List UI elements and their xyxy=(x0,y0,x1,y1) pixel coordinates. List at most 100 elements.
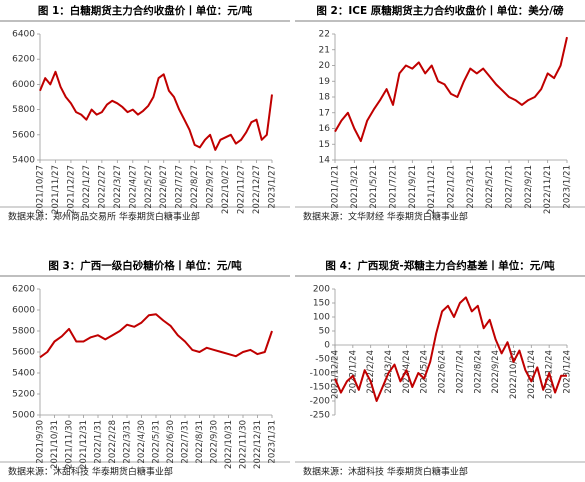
y-tick-label: 5800 xyxy=(12,105,35,115)
x-tick-label: 2022/3/27 xyxy=(113,165,123,209)
x-tick-label: 2021/11/21 xyxy=(427,165,437,214)
y-tick-label: 6000 xyxy=(12,306,35,316)
x-tick-label: 2022/9/30 xyxy=(210,420,220,464)
x-tick-label: 2022/7/21 xyxy=(505,165,515,209)
x-tick-label: 2022/2/24 xyxy=(366,350,376,394)
y-tick-label: 20 xyxy=(319,61,331,71)
x-tick-label: 2022/5/31 xyxy=(152,420,162,464)
x-tick-label: 2021/7/21 xyxy=(389,165,399,209)
x-tick-label: 2022/11/27 xyxy=(237,165,247,214)
x-tick-label: 2022/9/27 xyxy=(206,165,216,209)
x-tick-label: 2022/10/27 xyxy=(221,165,231,214)
y-tick-label: 5400 xyxy=(12,369,35,379)
x-tick-label: 2022/11/30 xyxy=(239,420,249,469)
x-tick-label: 2022/4/27 xyxy=(128,165,138,209)
y-tick-label: 100 xyxy=(313,313,330,323)
y-tick-label: 5000 xyxy=(12,411,35,421)
y-tick-label: 14 xyxy=(319,156,331,166)
x-tick-label: 2022/8/27 xyxy=(190,165,200,209)
x-tick-label: 2022/8/31 xyxy=(195,420,205,464)
source-note: 数据来源：沐甜科技 华泰期货白糖事业部 xyxy=(8,466,173,478)
x-tick-label: 2023/1/27 xyxy=(268,165,278,209)
x-tick-label: 2021/12/31 xyxy=(79,420,89,469)
chart-title: 图 3：广西一级白砂糖价格丨单位：元/吨 xyxy=(48,259,242,272)
x-tick-label: 2022/11/24 xyxy=(527,350,537,399)
y-tick-label: 21 xyxy=(319,45,330,55)
x-tick-label: 2022/5/24 xyxy=(420,350,430,394)
x-tick-label: 2022/4/30 xyxy=(137,420,147,464)
y-tick-label: -200 xyxy=(310,397,331,407)
y-tick-label: -50 xyxy=(315,355,330,365)
y-tick-label: 6000 xyxy=(12,80,35,90)
x-tick-label: 2023/1/31 xyxy=(268,420,278,464)
y-tick-label: 5800 xyxy=(12,327,35,337)
y-tick-label: 16 xyxy=(319,124,331,134)
y-tick-label: 18 xyxy=(319,93,331,103)
chart-title: 图 2：ICE 原糖期货主力合约收盘价丨单位：美分/磅 xyxy=(316,4,564,17)
x-tick-label: 2021/11/30 xyxy=(65,420,75,469)
x-tick-label: 2022/1/27 xyxy=(82,165,92,209)
x-tick-label: 2021/12/24 xyxy=(331,350,341,399)
x-tick-label: 2022/12/31 xyxy=(253,420,263,469)
x-tick-label: 2022/11/21 xyxy=(543,165,553,214)
x-tick-label: 2022/8/24 xyxy=(473,350,483,394)
x-tick-label: 2022/3/21 xyxy=(466,165,476,209)
y-tick-label: 5600 xyxy=(12,348,35,358)
y-tick-label: -100 xyxy=(310,369,331,379)
price-line xyxy=(334,36,568,143)
x-tick-label: 2022/2/27 xyxy=(97,165,107,209)
x-tick-label: 2022/5/27 xyxy=(144,165,154,209)
source-note: 数据来源：沐甜科技 华泰期货白糖事业部 xyxy=(303,466,468,478)
x-tick-label: 2022/9/24 xyxy=(491,350,501,394)
y-tick-label: 17 xyxy=(319,108,330,118)
x-tick-label: 2022/7/24 xyxy=(455,350,465,394)
x-tick-label: 2021/9/21 xyxy=(408,165,418,209)
x-tick-label: 2021/9/30 xyxy=(36,420,46,464)
y-tick-label: -250 xyxy=(310,411,331,421)
y-tick-label: 6200 xyxy=(12,55,35,65)
price-line xyxy=(334,296,567,402)
x-tick-label: 2022/3/31 xyxy=(123,420,133,464)
x-tick-label: 2021/5/21 xyxy=(369,165,379,209)
y-tick-label: 5400 xyxy=(12,156,35,166)
x-tick-label: 2022/10/24 xyxy=(509,350,519,399)
x-tick-label: 2022/7/31 xyxy=(181,420,191,464)
x-tick-label: 2021/3/21 xyxy=(350,165,360,209)
x-tick-label: 2023/1/24 xyxy=(563,350,573,394)
x-tick-label: 2022/7/27 xyxy=(175,165,185,209)
x-tick-label: 2022/6/24 xyxy=(438,350,448,394)
price-line xyxy=(39,313,273,359)
x-tick-label: 2022/1/21 xyxy=(447,165,457,209)
chart-title: 图 4：广西现货-郑糖主力合约基差丨单位：元/吨 xyxy=(325,259,555,272)
x-tick-label: 2022/1/24 xyxy=(348,350,358,394)
x-tick-label: 2021/11/27 xyxy=(51,165,61,214)
x-tick-label: 2021/1/21 xyxy=(331,165,341,209)
y-tick-label: 5200 xyxy=(12,390,35,400)
price-line xyxy=(39,70,273,151)
y-tick-label: 15 xyxy=(319,140,330,150)
y-tick-label: 6400 xyxy=(12,30,35,40)
x-tick-label: 2022/2/28 xyxy=(108,420,118,464)
y-tick-label: 22 xyxy=(319,30,330,40)
x-tick-label: 2022/6/30 xyxy=(166,420,176,464)
x-tick-label: 2022/6/27 xyxy=(159,165,169,209)
x-tick-label: 2021/12/27 xyxy=(66,165,76,214)
x-tick-label: 2022/5/21 xyxy=(485,165,495,209)
x-tick-label: 2021/10/31 xyxy=(50,420,60,469)
x-tick-label: 2022/10/31 xyxy=(224,420,234,469)
y-tick-label: 0 xyxy=(324,341,330,351)
y-tick-label: -150 xyxy=(310,383,331,393)
source-note: 数据来源：文华财经 华泰期货白糖事业部 xyxy=(303,211,468,223)
x-tick-label: 2022/12/27 xyxy=(252,165,262,214)
y-tick-label: 200 xyxy=(313,285,330,295)
x-tick-label: 2023/1/21 xyxy=(563,165,573,209)
y-tick-label: 19 xyxy=(319,77,331,87)
x-tick-label: 2022/9/21 xyxy=(524,165,534,209)
source-note: 数据来源：郑州商品交易所 华泰期货白糖事业部 xyxy=(8,211,200,223)
y-tick-label: 50 xyxy=(319,327,331,337)
y-tick-label: 150 xyxy=(313,299,330,309)
y-tick-label: 5600 xyxy=(12,130,35,140)
x-tick-label: 2022/1/31 xyxy=(94,420,104,464)
x-tick-label: 2021/10/27 xyxy=(36,165,46,214)
